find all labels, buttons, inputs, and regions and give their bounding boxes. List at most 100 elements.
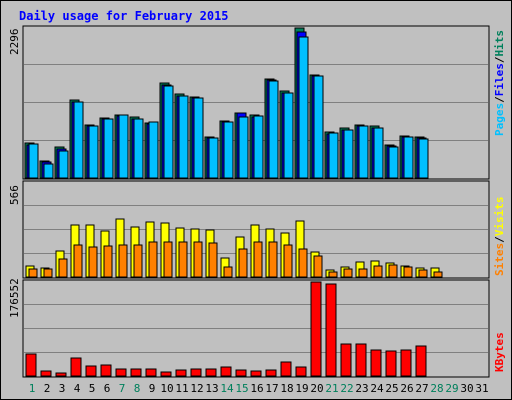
bar-sites: [223, 266, 233, 278]
bar-pages: [253, 115, 264, 179]
x-tick-label: 4: [74, 382, 81, 395]
x-tick-label: 12: [190, 382, 203, 395]
bar-kbytes: [400, 349, 412, 377]
bar-pages: [58, 150, 69, 179]
bar-sites: [388, 264, 398, 278]
bar-pages: [418, 138, 429, 179]
legend-separator: /: [493, 56, 506, 63]
x-tick-label: 24: [370, 382, 384, 395]
chart-title: Daily usage for February 2015: [19, 9, 229, 23]
bar-sites: [103, 245, 113, 278]
x-tick-label: 1: [29, 382, 36, 395]
x-axis-labels: 1 2 3 4 5 6 7 8 9 10 11 12 13 14 15 16 17 18 19 20 21 22 23 24 2…: [29, 382, 489, 395]
bar-pages: [103, 118, 114, 179]
bar-sites: [118, 244, 128, 278]
bar-kbytes: [190, 368, 202, 377]
bar-pages: [268, 80, 279, 179]
legend-kbytes-panel: KBytes: [493, 332, 506, 372]
bar-kbytes: [205, 368, 217, 377]
bar-pages: [373, 127, 384, 179]
bar-sites: [253, 241, 263, 278]
x-tick-label: 6: [104, 382, 111, 395]
bar-kbytes: [370, 349, 382, 377]
bar-pages: [88, 125, 99, 179]
bar-kbytes: [325, 283, 337, 377]
legend-pages: Pages: [493, 103, 506, 136]
bar-pages: [43, 163, 54, 179]
bar-kbytes: [55, 372, 67, 377]
bar-pages: [343, 129, 354, 179]
x-tick-label: 3: [59, 382, 66, 395]
bar-sites: [373, 265, 383, 278]
x-tick-label: 8: [134, 382, 141, 395]
bar-kbytes: [85, 365, 97, 377]
bar-pages: [193, 97, 204, 179]
bar-kbytes: [220, 366, 232, 377]
x-tick-label: 27: [415, 382, 428, 395]
x-tick-label: 28: [430, 382, 443, 395]
legend-visits: Visits: [493, 197, 506, 237]
bar-kbytes: [160, 371, 172, 377]
bar-kbytes: [295, 366, 307, 377]
bar-pages: [283, 92, 294, 179]
bar-sites: [148, 241, 158, 278]
bar-kbytes: [340, 343, 352, 377]
bar-kbytes: [265, 369, 277, 377]
bar-pages: [298, 36, 309, 179]
bar-sites: [433, 271, 443, 278]
x-tick-label: 31: [475, 382, 488, 395]
x-tick-label: 23: [355, 382, 368, 395]
x-tick-label: 25: [385, 382, 398, 395]
x-tick-label: 16: [250, 382, 263, 395]
x-tick-label: 15: [235, 382, 248, 395]
bar-sites: [208, 242, 218, 278]
x-tick-label: 9: [149, 382, 156, 395]
x-tick-label: 7: [119, 382, 126, 395]
x-tick-label: 10: [160, 382, 173, 395]
bar-sites: [313, 255, 323, 278]
bar-pages: [238, 116, 249, 179]
bar-pages: [28, 143, 39, 179]
bar-pages: [358, 125, 369, 179]
x-tick-label: 26: [400, 382, 413, 395]
bar-pages: [148, 121, 159, 179]
bar-kbytes: [115, 368, 127, 377]
x-tick-label: 22: [340, 382, 353, 395]
bar-sites: [403, 266, 413, 278]
bar-pages: [118, 114, 129, 179]
bar-sites: [178, 241, 188, 278]
legend-hits: Hits: [493, 30, 506, 57]
x-tick-label: 19: [295, 382, 308, 395]
bar-kbytes: [145, 368, 157, 377]
bar-kbytes: [280, 361, 292, 377]
bar-kbytes: [40, 370, 52, 377]
bar-sites: [343, 268, 353, 278]
bar-sites: [298, 248, 308, 278]
bar-sites: [193, 241, 203, 278]
x-tick-label: 2: [44, 382, 51, 395]
x-tick-label: 14: [220, 382, 234, 395]
bar-pages: [328, 132, 339, 179]
x-tick-label: 13: [205, 382, 218, 395]
bar-sites: [358, 268, 368, 278]
bar-pages: [223, 121, 234, 179]
x-tick-label: 30: [460, 382, 473, 395]
bar-kbytes: [250, 370, 262, 377]
bar-pages: [208, 137, 219, 179]
legend-sites: Sites: [493, 243, 506, 276]
bar-sites: [418, 269, 428, 278]
x-tick-label: 17: [265, 382, 278, 395]
bar-sites: [73, 244, 83, 278]
legend-files: Files: [493, 63, 506, 96]
bar-sites: [268, 241, 278, 278]
bar-sites: [28, 268, 38, 278]
y-max-label-hits: 2296: [8, 29, 21, 56]
x-tick-label: 5: [89, 382, 96, 395]
bar-sites: [43, 268, 53, 278]
bar-kbytes: [130, 368, 142, 377]
bar-sites: [58, 258, 68, 278]
bar-sites: [133, 244, 143, 278]
bar-sites: [283, 244, 293, 278]
y-max-label-visits: 566: [8, 185, 21, 205]
x-tick-label: 29: [445, 382, 458, 395]
